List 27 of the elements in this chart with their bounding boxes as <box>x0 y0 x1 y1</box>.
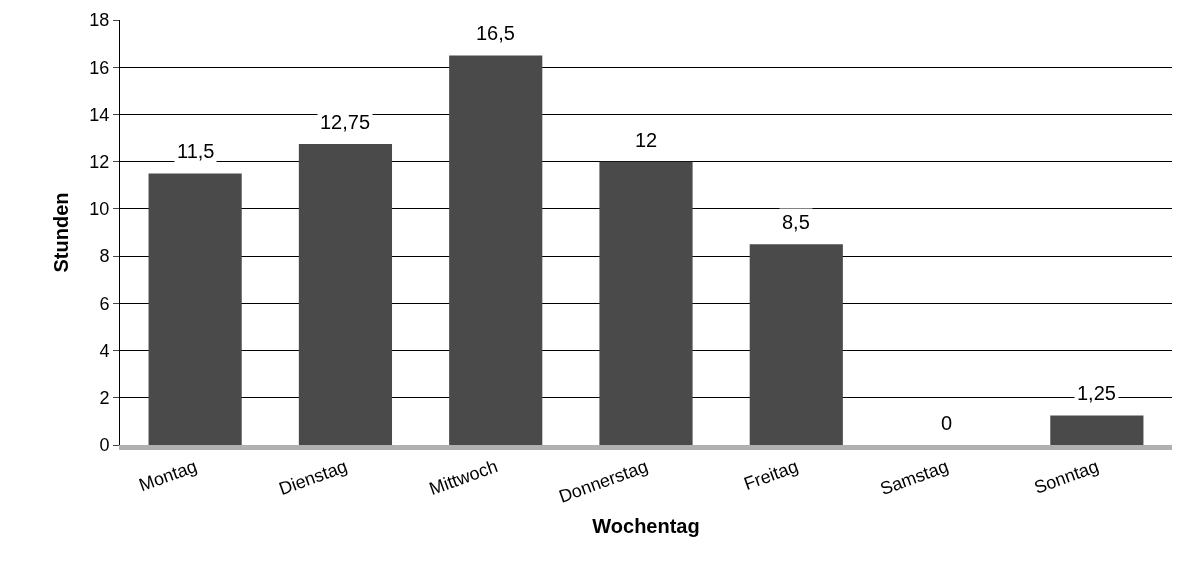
data-label: 12 <box>635 129 658 151</box>
y-tick-label: 4 <box>99 340 110 361</box>
bar <box>749 244 843 445</box>
data-label: 12,75 <box>320 111 371 133</box>
y-tick-label: 18 <box>89 10 110 31</box>
bar <box>298 143 393 445</box>
bar <box>599 161 693 445</box>
y-tick-label: 8 <box>99 246 110 267</box>
y-tick-label: 10 <box>89 199 110 220</box>
y-tick-label: 14 <box>89 104 110 125</box>
y-tick-label: 2 <box>99 388 110 409</box>
x-axis-title: Wochentag <box>592 515 700 538</box>
y-tick-label: 16 <box>89 57 110 78</box>
data-label: 8,5 <box>782 211 810 233</box>
x-tick-label: Montag <box>136 456 200 496</box>
y-axis-title: Stunden <box>49 192 72 273</box>
bar <box>148 173 242 445</box>
y-tick-label: 6 <box>99 293 110 314</box>
data-label: 16,5 <box>476 22 515 44</box>
data-label: 0 <box>941 412 953 434</box>
bar <box>1050 415 1144 445</box>
y-tick-label: 12 <box>89 151 110 172</box>
y-tick-label: 0 <box>99 435 110 456</box>
x-tick-label: Freitag <box>741 456 801 494</box>
data-label: 1,25 <box>1077 382 1116 404</box>
bar <box>449 55 543 445</box>
data-label: 11,5 <box>177 140 215 162</box>
